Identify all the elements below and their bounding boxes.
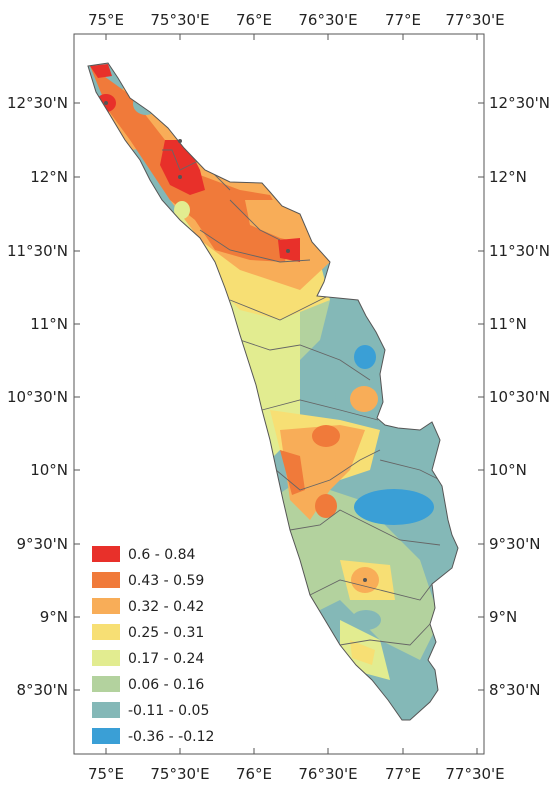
- right-tick-label: 10°30'N: [489, 388, 550, 406]
- legend-label: 0.32 - 0.42: [128, 599, 204, 615]
- right-tick-label: 11°30'N: [489, 242, 550, 260]
- top-axis: 75°E 75°30'E 76°E 76°30'E 77°E 77°30'E: [88, 11, 505, 29]
- top-tick-label: 75°E: [88, 11, 124, 29]
- right-tick-label: 12°N: [489, 168, 527, 186]
- right-axis: 12°30'N 12°N 11°30'N 11°N 10°30'N 10°N 9…: [489, 94, 550, 699]
- legend-swatch: [92, 702, 120, 718]
- tick-marks: [74, 34, 484, 754]
- left-tick-label: 12°30'N: [7, 94, 68, 112]
- right-tick-label: 9°N: [489, 608, 517, 626]
- top-tick-label: 77°E: [385, 11, 421, 29]
- legend-swatch: [92, 650, 120, 666]
- left-tick-label: 11°N: [30, 315, 68, 333]
- right-tick-label: 11°N: [489, 315, 527, 333]
- left-tick-label: 12°N: [30, 168, 68, 186]
- kerala-outline: [87, 62, 459, 721]
- bottom-tick-label: 77°E: [385, 765, 421, 783]
- legend-swatch: [92, 624, 120, 640]
- bottom-tick-label: 76°30'E: [298, 765, 357, 783]
- right-tick-label: 9°30'N: [489, 535, 540, 553]
- left-axis: 12°30'N 12°N 11°30'N 11°N 10°30'N 10°N 9…: [7, 94, 68, 699]
- bottom-tick-label: 77°30'E: [445, 765, 504, 783]
- right-tick-label: 10°N: [489, 461, 527, 479]
- bottom-tick-label: 75°30'E: [150, 765, 209, 783]
- legend-label: 0.43 - 0.59: [128, 573, 204, 589]
- bottom-tick-label: 76°E: [236, 765, 272, 783]
- legend-swatch: [92, 728, 120, 744]
- legend-label: 0.17 - 0.24: [128, 651, 204, 667]
- left-tick-label: 8°30'N: [17, 681, 68, 699]
- left-tick-label: 9°30'N: [17, 535, 68, 553]
- left-tick-label: 10°30'N: [7, 388, 68, 406]
- legend: 0.6 - 0.84 0.43 - 0.59 0.32 - 0.42 0.25 …: [92, 546, 214, 745]
- legend-label: 0.06 - 0.16: [128, 677, 204, 693]
- legend-label: 0.6 - 0.84: [128, 547, 195, 563]
- legend-swatch: [92, 676, 120, 692]
- legend-swatch: [92, 572, 120, 588]
- top-tick-label: 77°30'E: [445, 11, 504, 29]
- legend-swatch: [92, 546, 120, 562]
- legend-label: -0.11 - 0.05: [128, 703, 209, 719]
- bottom-axis: 75°E 75°30'E 76°E 76°30'E 77°E 77°30'E: [88, 765, 505, 783]
- legend-label: 0.25 - 0.31: [128, 625, 204, 641]
- top-tick-label: 76°30'E: [298, 11, 357, 29]
- left-tick-label: 9°N: [40, 608, 68, 626]
- legend-swatch: [92, 598, 120, 614]
- top-tick-label: 76°E: [236, 11, 272, 29]
- bottom-tick-label: 75°E: [88, 765, 124, 783]
- right-tick-label: 12°30'N: [489, 94, 550, 112]
- left-tick-label: 11°30'N: [7, 242, 68, 260]
- legend-label: -0.36 - -0.12: [128, 729, 214, 745]
- top-tick-label: 75°30'E: [150, 11, 209, 29]
- right-tick-label: 8°30'N: [489, 681, 540, 699]
- left-tick-label: 10°N: [30, 461, 68, 479]
- station-markers: [104, 101, 367, 582]
